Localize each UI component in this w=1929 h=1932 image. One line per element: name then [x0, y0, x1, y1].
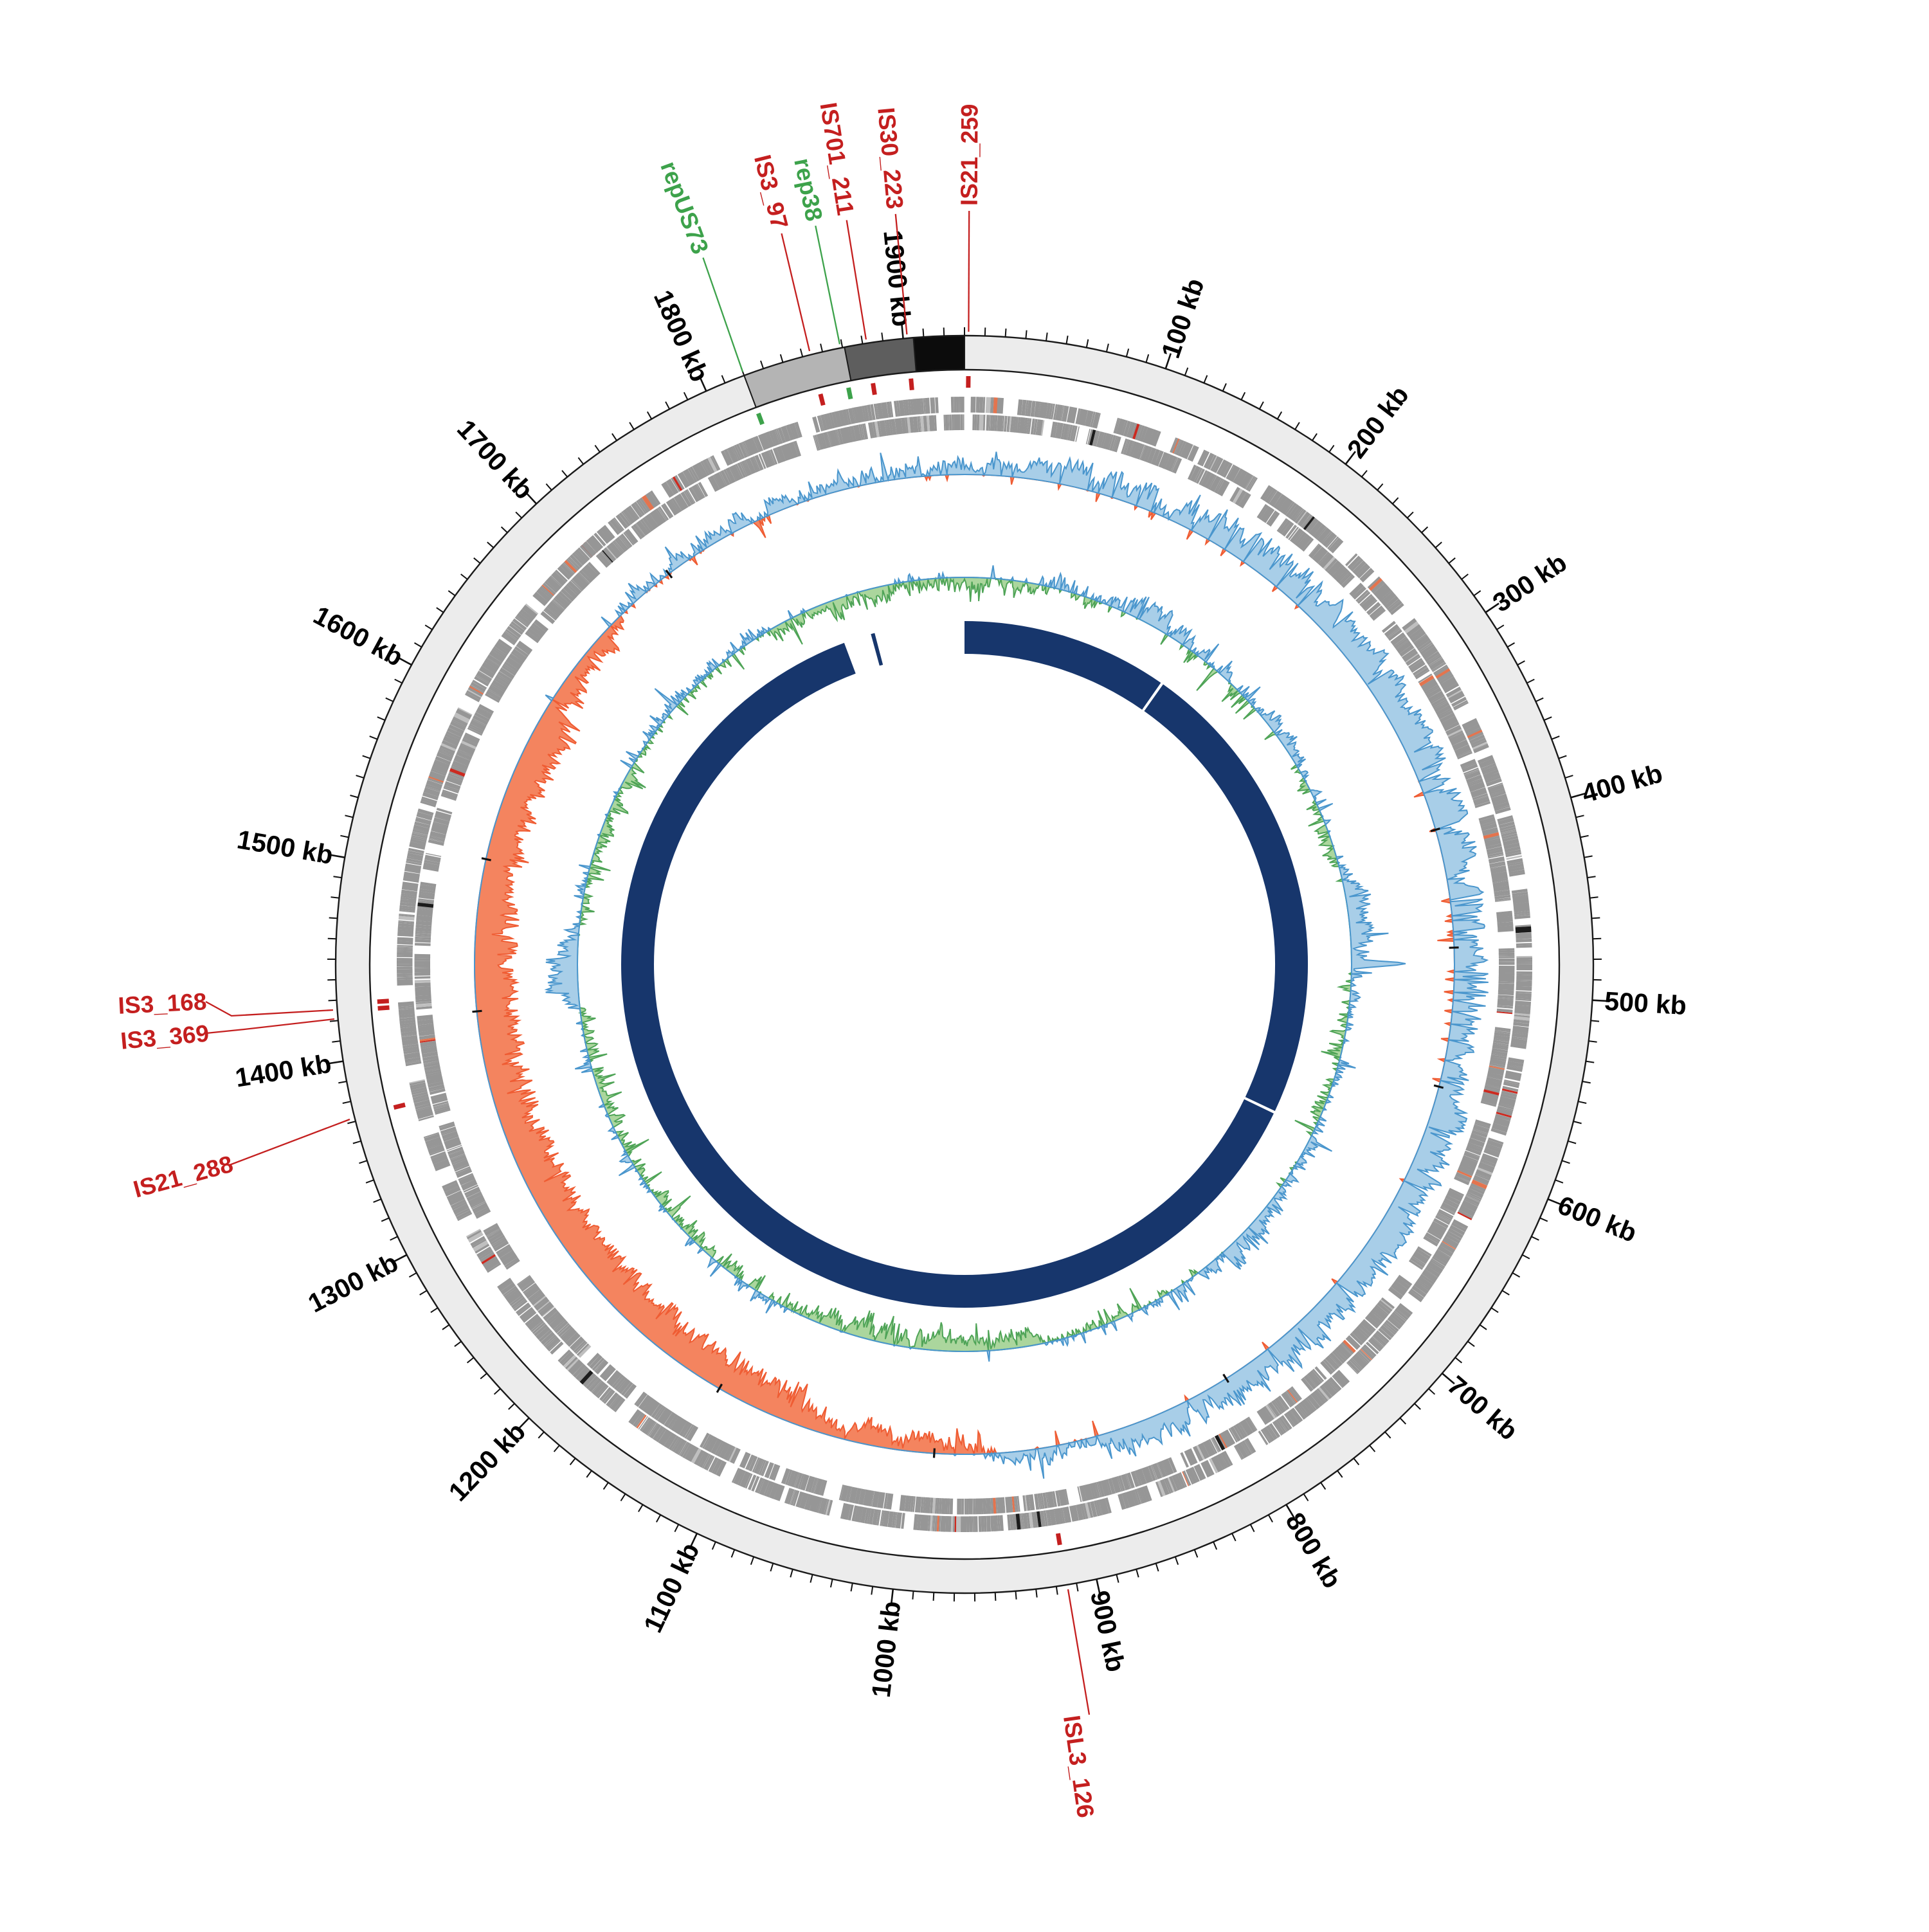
svg-text:500 kb: 500 kb: [1604, 986, 1687, 1020]
svg-text:IS3_168: IS3_168: [118, 988, 208, 1019]
svg-text:IS21_259: IS21_259: [956, 104, 983, 206]
